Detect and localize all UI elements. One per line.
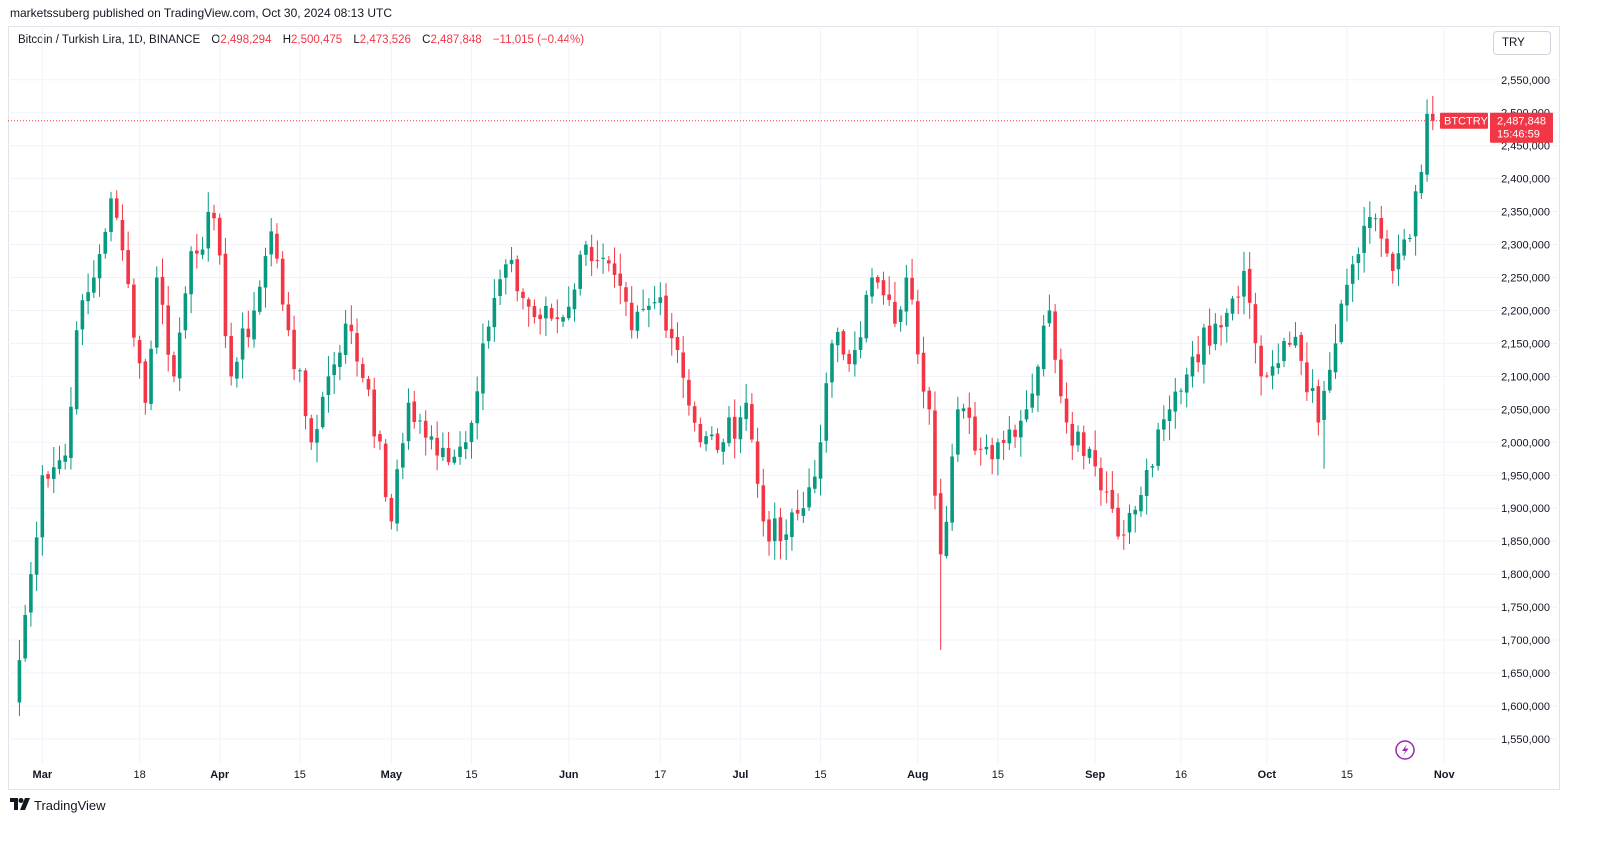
symbol-description[interactable]: Bitcoin / Turkish Lira, 1D, BINANCE xyxy=(18,34,201,46)
close-label: C xyxy=(422,34,431,46)
symbol-legend: Bitcoin / Turkish Lira, 1D, BINANCE O2,4… xyxy=(18,34,584,46)
low-label: L xyxy=(353,34,360,46)
chart-frame xyxy=(8,26,1560,790)
open-value: 2,498,294 xyxy=(220,34,272,46)
footer-brand-label: TradingView xyxy=(34,798,106,813)
tradingview-logo-icon xyxy=(10,798,30,813)
low-value: 2,473,526 xyxy=(359,34,411,46)
footer-brand[interactable]: TradingView xyxy=(10,798,106,813)
change-value: −11,015 (−0.44%) xyxy=(492,34,585,46)
close-value: 2,487,848 xyxy=(430,34,482,46)
high-value: 2,500,475 xyxy=(291,34,343,46)
publisher-line: marketssuberg published on TradingView.c… xyxy=(10,6,392,20)
high-label: H xyxy=(282,34,291,46)
open-label: O xyxy=(211,34,221,46)
currency-selector[interactable]: TRY xyxy=(1493,31,1551,55)
